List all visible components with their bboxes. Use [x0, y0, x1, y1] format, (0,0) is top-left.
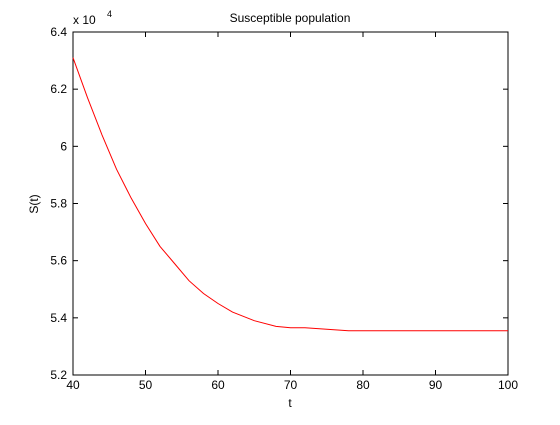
- x-tick-label: 90: [429, 378, 443, 392]
- y-axis-ticks: 5.2 5.4 5.6 5.8 6 6.2 6.4: [50, 25, 508, 382]
- x-tick-label: 100: [498, 378, 518, 392]
- y-tick-label: 6: [60, 139, 67, 153]
- x-axis-label: t: [288, 396, 292, 410]
- chart-title: Susceptible population: [230, 11, 351, 25]
- y-axis-label: S(t): [27, 194, 41, 213]
- y-tick-label: 5.4: [50, 311, 67, 325]
- y-axis-exponent-label: x 10: [73, 13, 96, 27]
- series-layer: [72, 57, 508, 332]
- x-tick-label: 70: [284, 378, 298, 392]
- x-tick-label: 40: [66, 378, 80, 392]
- plot-area: [72, 31, 509, 376]
- x-axis-ticks: 40 50 60 70 80 90 100: [66, 32, 518, 392]
- series-line: [72, 57, 508, 332]
- y-tick-label: 5.2: [50, 368, 67, 382]
- y-tick-label: 6.2: [50, 82, 67, 96]
- y-tick-label: 6.4: [50, 25, 67, 39]
- x-tick-label: 50: [139, 378, 153, 392]
- y-tick-label: 5.8: [50, 197, 67, 211]
- y-axis-exponent-power: 4: [107, 9, 112, 19]
- x-tick-label: 80: [356, 378, 370, 392]
- y-tick-label: 5.6: [50, 254, 67, 268]
- x-tick-label: 60: [211, 378, 225, 392]
